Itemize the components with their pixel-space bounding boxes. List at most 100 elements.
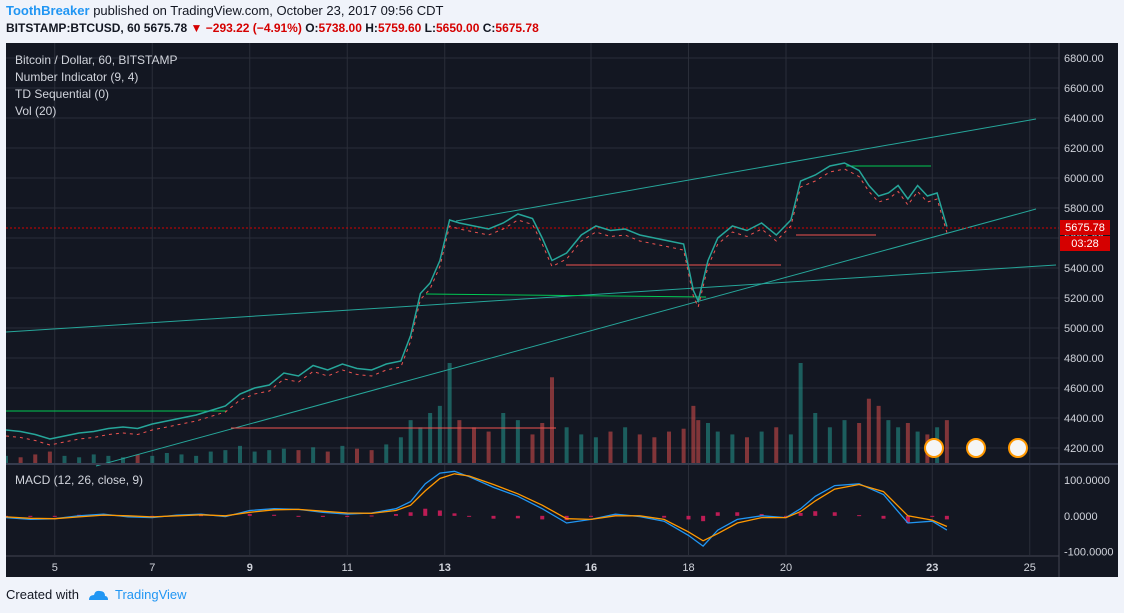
volume-bar	[238, 445, 242, 463]
macd-hist-bar	[662, 515, 667, 518]
created-with-text: Created with	[6, 587, 79, 602]
volume-bar	[681, 428, 686, 463]
volume-bar	[637, 434, 642, 463]
last-price-tag	[1060, 220, 1110, 235]
legend-number-indicator[interactable]: Number Indicator (9, 4)	[15, 70, 138, 84]
macd-hist-bar	[759, 514, 764, 516]
volume-bar	[827, 427, 832, 463]
volume-bar	[418, 427, 423, 463]
macd-hist-bar	[423, 508, 428, 516]
high-value: 5759.60	[377, 21, 422, 35]
price-chart[interactable]: 6800.00 6600.00 6400.00 6200.00 6000.00 5800.…	[6, 43, 1118, 577]
volume-bar	[437, 405, 442, 463]
tradingview-link[interactable]: TradingView	[87, 587, 187, 602]
macd-hist-bar	[491, 515, 496, 519]
macd-hist-bar	[715, 512, 720, 516]
volume-bar	[706, 423, 710, 463]
price-tick-label: 4600.00	[1064, 383, 1104, 395]
time-tick-label: 13	[439, 562, 451, 574]
volume-bar	[355, 448, 359, 463]
volume-bar	[135, 454, 140, 463]
volume-bar	[106, 455, 111, 463]
legend-title[interactable]: Bitcoin / Dollar, 60, BITSTAMP	[15, 53, 178, 67]
close-value: 5675.78	[495, 21, 539, 35]
price-tick-label: 6400.00	[1064, 113, 1104, 125]
volume-bar	[33, 454, 38, 463]
macd-tick-label: 100.0000	[1064, 475, 1110, 487]
legend-macd[interactable]: MACD (12, 26, close, 9)	[15, 473, 143, 487]
volume-bar	[788, 434, 793, 463]
macd-axis[interactable]: 100.0000 0.0000 -100.0000	[1064, 475, 1114, 558]
volume-bar	[428, 413, 433, 463]
volume-bar	[715, 431, 720, 463]
volume-bar	[593, 437, 598, 463]
volume-bar	[77, 457, 82, 463]
volume-bar	[896, 427, 901, 463]
macd-hist-bar	[199, 515, 203, 517]
macd-tick-label: 0.0000	[1064, 511, 1098, 523]
support-line-3	[425, 293, 707, 298]
volume-bar	[530, 434, 535, 463]
symbol: BITSTAMP:BTCUSD, 60	[6, 21, 141, 35]
macd-hist-bar	[589, 515, 593, 517]
legend-td-sequential[interactable]: TD Sequential (0)	[15, 87, 109, 101]
volume-bar	[730, 434, 735, 463]
price-tick-label: 6600.00	[1064, 83, 1104, 95]
macd-hist-bar	[701, 515, 706, 522]
legend-volume[interactable]: Vol (20)	[15, 104, 56, 118]
volume-bar	[281, 448, 286, 463]
countdown-tag-text: 03:28	[1071, 238, 1099, 250]
us-flag-event-icon[interactable]	[1008, 438, 1028, 458]
macd-hist-bar	[28, 515, 33, 517]
volume-bar	[208, 451, 213, 463]
macd-hist-bar	[686, 515, 691, 520]
volume-bar	[944, 420, 949, 463]
volume-bar	[267, 450, 272, 463]
time-tick-label: 7	[149, 562, 155, 574]
cloud-logo-icon	[88, 590, 108, 600]
volume-bar	[223, 450, 228, 463]
price-tick-label: 5000.00	[1064, 323, 1104, 335]
volume-bar	[369, 450, 374, 463]
trend-line-lower-channel	[95, 208, 1037, 467]
macd-hist-bar	[930, 515, 935, 517]
volume-bar	[652, 437, 657, 463]
volume-bar	[813, 413, 818, 463]
volume-bar	[564, 427, 569, 463]
time-tick-label: 5	[52, 562, 58, 574]
macd-hist-bar	[369, 515, 374, 517]
price-tick-label: 4200.00	[1064, 443, 1104, 455]
price-tick-label: 5200.00	[1064, 293, 1104, 305]
countdown-tag	[1060, 236, 1110, 251]
price-tick-label: 6200.00	[1064, 143, 1104, 155]
time-axis[interactable]: 5 7 9 11 13 16 18 20 23 25	[52, 562, 1036, 574]
volume-bar	[296, 450, 301, 463]
published-text: published on TradingView.com, October 23…	[93, 3, 444, 18]
macd-hist-bar	[832, 512, 837, 516]
down-arrow-icon: ▼	[190, 21, 203, 35]
macd-hist-bar	[452, 513, 457, 516]
volume-bar	[194, 455, 199, 463]
volume-bar	[486, 431, 491, 463]
event-icons[interactable]	[924, 438, 1028, 458]
volume-bar	[691, 405, 696, 463]
change: −293.22 (−4.91%)	[205, 21, 302, 35]
volume-bar	[252, 451, 257, 463]
volume-bar	[667, 431, 671, 463]
volume-bar	[311, 447, 316, 463]
macd-hist-bar	[345, 515, 350, 517]
volume-bar	[325, 451, 330, 463]
price-axis[interactable]: 6800.00 6600.00 6400.00 6200.00 6000.00 5800.…	[1064, 53, 1104, 455]
volume-bar	[398, 437, 403, 463]
author-link[interactable]: ToothBreaker	[6, 3, 90, 18]
volume-bar	[150, 455, 155, 463]
macd-hist-bar	[320, 515, 325, 517]
macd-hist-bar	[540, 515, 545, 520]
macd-hist-bar	[408, 512, 413, 516]
volume-bar	[696, 420, 701, 463]
trend-line-long	[6, 264, 1057, 333]
us-flag-event-icon[interactable]	[924, 438, 944, 458]
us-flag-event-icon[interactable]	[966, 438, 986, 458]
macd-line	[6, 470, 948, 547]
volume-bar	[62, 455, 67, 463]
